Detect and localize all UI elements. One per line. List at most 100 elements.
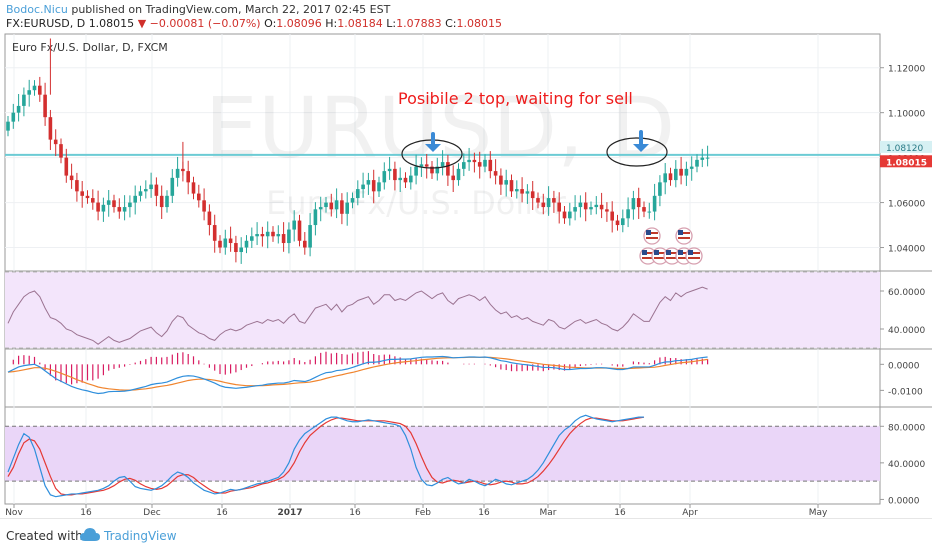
us-flag-icon-canton — [666, 250, 671, 255]
candle-body — [318, 207, 323, 210]
candle-body — [218, 240, 222, 248]
candle-body — [488, 159, 493, 172]
candle-body — [546, 198, 551, 208]
candle-body — [6, 121, 10, 131]
x-tick-label: 16 — [614, 508, 626, 518]
candle-body — [552, 198, 556, 203]
low-value: 1.07883 — [396, 17, 442, 30]
candle-body — [170, 177, 175, 196]
candle-body — [228, 238, 233, 244]
candle-body — [525, 191, 530, 194]
candle-body — [382, 171, 387, 183]
y-tick-label: 1.06000 — [888, 200, 925, 210]
candle-body — [668, 173, 673, 181]
candle-body — [239, 247, 243, 253]
tradingview-cloud-icon[interactable] — [80, 528, 100, 542]
candle-body — [430, 166, 434, 174]
candle-body — [615, 220, 620, 226]
author-link[interactable]: Bodoc.Nicu — [6, 3, 68, 16]
published-text: published on TradingView.com, March 22, … — [71, 3, 391, 16]
candle-body — [165, 195, 169, 208]
us-flag-icon-stripe — [642, 252, 654, 254]
candle-body — [64, 157, 69, 176]
down-arrow-icon: ▼ — [137, 17, 147, 30]
candle-body — [255, 234, 259, 237]
low-label: L: — [386, 17, 397, 30]
candle-body — [599, 204, 604, 210]
us-flag-icon-canton — [678, 250, 683, 255]
chart-area[interactable]: 1.040001.060001.080001.100001.12000EURUS… — [0, 32, 932, 522]
candle-body — [244, 240, 249, 248]
candle-body — [462, 162, 466, 169]
candle-body — [212, 225, 217, 241]
open-label: O: — [264, 17, 277, 30]
candle-body — [530, 191, 535, 199]
candle-body — [631, 198, 636, 210]
candle-body — [419, 164, 424, 167]
y-tick-label: 1.04000 — [888, 245, 925, 255]
candle-body — [149, 184, 153, 190]
candle-body — [11, 112, 16, 122]
down-arrow-icon-head — [633, 144, 649, 152]
candle-body — [403, 177, 408, 183]
candle-body — [265, 231, 270, 237]
candle-body — [393, 168, 397, 181]
rsi-band — [5, 272, 880, 348]
us-flag-icon-canton — [688, 250, 693, 255]
us-flag-icon-canton — [646, 230, 651, 235]
candle-body — [467, 159, 471, 163]
x-tick-label: 16 — [216, 508, 228, 518]
candle-body — [117, 207, 122, 212]
candle-body — [292, 220, 296, 230]
candle-body — [583, 202, 588, 210]
x-tick-label: Feb — [415, 508, 431, 518]
x-tick-label: Nov — [5, 508, 23, 518]
candle-body — [175, 168, 180, 178]
last-price-tag — [880, 155, 932, 168]
symbol-label: FX:EURUSD, D — [6, 17, 86, 30]
candle-body — [32, 85, 37, 91]
stoch-k-line — [7, 414, 644, 498]
tradingview-brand[interactable]: TradingView — [104, 529, 177, 543]
annotation-text: Posibile 2 top, waiting for sell — [398, 89, 633, 108]
candle-body — [594, 204, 599, 208]
candle-body — [85, 195, 90, 199]
us-flag-icon-stripe — [642, 257, 654, 259]
candle-body — [446, 162, 450, 176]
candle-body — [43, 94, 47, 118]
candle-body — [663, 173, 667, 183]
candle-body — [409, 175, 413, 183]
candle-body — [483, 159, 487, 167]
chart-svg[interactable]: 1.040001.060001.080001.100001.12000EURUS… — [0, 32, 932, 518]
candle-body — [435, 166, 440, 174]
x-tick-label: Mar — [540, 508, 557, 518]
candle-body — [356, 189, 360, 199]
candle-body — [499, 175, 503, 185]
high-value: 1.08184 — [337, 17, 383, 30]
y-tick-label: 60.0000 — [888, 288, 925, 298]
candle-body — [387, 168, 392, 172]
candle-body — [350, 198, 355, 203]
resistance-price-label: 1.08120 — [886, 144, 923, 154]
candle-body — [324, 202, 328, 208]
y-tick-label: 0.0000 — [888, 361, 920, 371]
y-tick-label: 80.0000 — [888, 423, 925, 433]
footer: Created with TradingView — [0, 518, 932, 551]
candle-body — [53, 139, 58, 145]
candle-body — [456, 168, 461, 181]
us-flag-icon-stripe — [688, 252, 700, 254]
candle-body — [414, 166, 418, 176]
stoch-band — [5, 426, 880, 482]
x-tick-label: May — [809, 508, 828, 518]
candle-body — [154, 184, 159, 196]
us-flag-icon — [639, 247, 657, 265]
candle-body — [504, 180, 508, 185]
us-flag-icon-stripe — [654, 257, 666, 259]
candle-body — [202, 200, 206, 212]
publish-line: Bodoc.Nicu published on TradingView.com,… — [6, 3, 390, 16]
open-value: 1.08096 — [276, 17, 322, 30]
candle-body — [562, 211, 567, 219]
candle-body — [674, 168, 678, 181]
down-arrow-icon-head — [425, 144, 441, 152]
candle-body — [96, 202, 100, 212]
